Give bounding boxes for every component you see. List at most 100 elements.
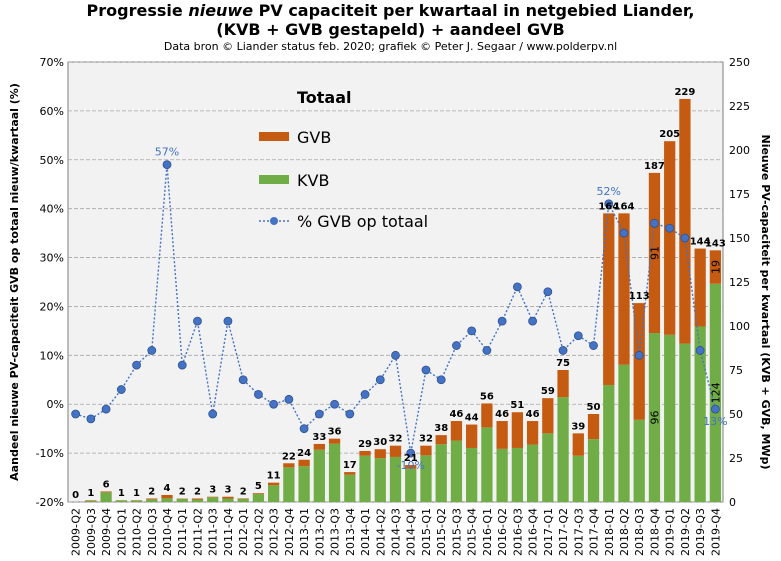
- bar-kvb: [85, 500, 97, 502]
- bar-total-label: 59: [541, 386, 555, 397]
- bar-total-label: 22: [282, 451, 296, 462]
- bar-gvb: [450, 421, 463, 441]
- bar-gvb: [222, 496, 234, 499]
- bar-kvb: [587, 439, 600, 502]
- legend-title: Totaal: [297, 88, 352, 107]
- gvb-share-point: [650, 218, 659, 228]
- bar-kvb: [420, 455, 432, 502]
- bar-gvb: [557, 370, 569, 398]
- bar-total-label: 39: [571, 421, 585, 432]
- bar-gvb: [161, 494, 173, 499]
- bar-total-label: 33: [312, 432, 326, 443]
- bar-kvb: [115, 500, 127, 502]
- bar-segment-label: 124: [709, 382, 722, 403]
- gvb-share-line: [71, 160, 720, 458]
- bar-gvb: [420, 445, 432, 456]
- bar-kvb: [496, 448, 508, 502]
- x-tick-label: 2014-Q2: [374, 508, 387, 556]
- bar-total-label: 32: [389, 434, 403, 445]
- bar-total-label: 1: [133, 488, 140, 499]
- bar-segment-label: 19: [709, 260, 722, 274]
- gvb-share-point: [132, 360, 141, 370]
- gvb-share-point: [101, 404, 111, 414]
- x-tick-label: 2015-Q3: [450, 508, 463, 556]
- bar-gvb: [237, 498, 249, 500]
- bar-kvb: [603, 384, 615, 502]
- legend-label-kvb: KVB: [297, 171, 329, 190]
- gvb-share-point: [330, 399, 339, 409]
- x-tick-label: 2013-Q4: [344, 508, 357, 556]
- x-tick-label: 2009-Q3: [85, 508, 98, 556]
- gvb-share-point: [695, 346, 705, 355]
- x-tick-label: 2018-Q3: [633, 508, 646, 556]
- y-right-tick-label: 0: [729, 496, 736, 509]
- chart-title-line1: Progressie nieuwe PV capaciteit per kwar…: [86, 1, 695, 20]
- bar-kvb: [709, 283, 722, 502]
- x-tick-label: 2013-Q2: [313, 508, 326, 556]
- bar-total-label: 36: [328, 427, 342, 438]
- bar-kvb: [405, 468, 417, 502]
- bar-total-label: 113: [629, 291, 650, 302]
- bar-gvb: [572, 433, 584, 456]
- x-tick-label: 2015-Q1: [420, 508, 433, 556]
- bar-kvb: [100, 492, 112, 502]
- bar-gvb: [633, 303, 645, 420]
- bar-total-label: 32: [419, 434, 433, 445]
- x-tick-label: 2017-Q1: [542, 508, 555, 556]
- bar-total-label: 11: [267, 471, 281, 482]
- bar-total-label: 51: [510, 400, 524, 411]
- x-tick-label: 2010-Q1: [115, 508, 128, 556]
- bar-gvb: [298, 459, 310, 467]
- gvb-share-point: [512, 282, 522, 292]
- legend-label-line: % GVB op totaal: [297, 212, 428, 231]
- gvb-share-point: [710, 404, 720, 414]
- gvb-share-point: [406, 448, 416, 458]
- chart-title-line2: (KVB + GVB gestapeld) + aandeel GVB: [216, 20, 565, 39]
- gvb-share-point: [391, 350, 400, 360]
- y-left-tick-label: 30%: [40, 252, 64, 265]
- x-tick-label: 2018-Q4: [648, 508, 661, 556]
- x-tick-label: 2018-Q1: [603, 508, 616, 556]
- legend-swatch-gvb: [259, 132, 289, 141]
- gvb-share-point: [162, 160, 172, 170]
- x-tick-label: 2011-Q2: [191, 508, 204, 556]
- x-tick-label: 2016-Q1: [481, 508, 494, 556]
- bar-total-label: 3: [209, 485, 216, 496]
- y-axis-right-label: Nieuwe PV-capaciteit per kwartaal (KVB +…: [759, 134, 772, 469]
- gvb-share-point: [314, 409, 324, 419]
- bar-segment-label: 91: [648, 246, 661, 260]
- y-left-tick-label: 70%: [40, 56, 64, 69]
- gvb-share-point: [497, 316, 507, 326]
- bar-gvb: [252, 493, 265, 495]
- bar-kvb: [237, 499, 249, 502]
- bar-total-label: 2: [194, 486, 201, 497]
- gvb-share-point: [436, 375, 446, 385]
- bar-kvb: [389, 456, 402, 502]
- gvb-share-point: [71, 409, 81, 419]
- bar-kvb: [207, 497, 219, 502]
- bar-total-label: 17: [343, 460, 357, 471]
- bar-kvb: [511, 447, 523, 502]
- bar-total-label: 29: [358, 439, 372, 450]
- bar-kvb: [359, 455, 371, 502]
- bar-total-label: 46: [449, 409, 463, 420]
- bar-total-label: 2: [179, 486, 186, 497]
- gvb-share-point: [604, 199, 614, 209]
- gvb-share-point: [558, 346, 568, 355]
- bar-gvb: [481, 403, 493, 428]
- bar-gvb: [207, 496, 219, 498]
- bar-gvb: [359, 450, 371, 456]
- bar-total-label: 5: [255, 481, 262, 492]
- y-right-tick-label: 175: [729, 188, 750, 201]
- gvb-share-point: [223, 316, 233, 326]
- y-right-tick-label: 250: [729, 56, 750, 69]
- legend-swatch-kvb: [259, 175, 289, 184]
- bar-gvb: [435, 435, 447, 445]
- gvb-share-point: [208, 409, 218, 419]
- bar-kvb: [466, 447, 478, 502]
- gvb-share-point: [589, 341, 598, 350]
- gvb-share-point: [619, 228, 629, 238]
- gvb-share-point: [543, 287, 553, 297]
- bar-total-label: 2: [148, 486, 155, 497]
- bar-total-label: 229: [674, 87, 695, 98]
